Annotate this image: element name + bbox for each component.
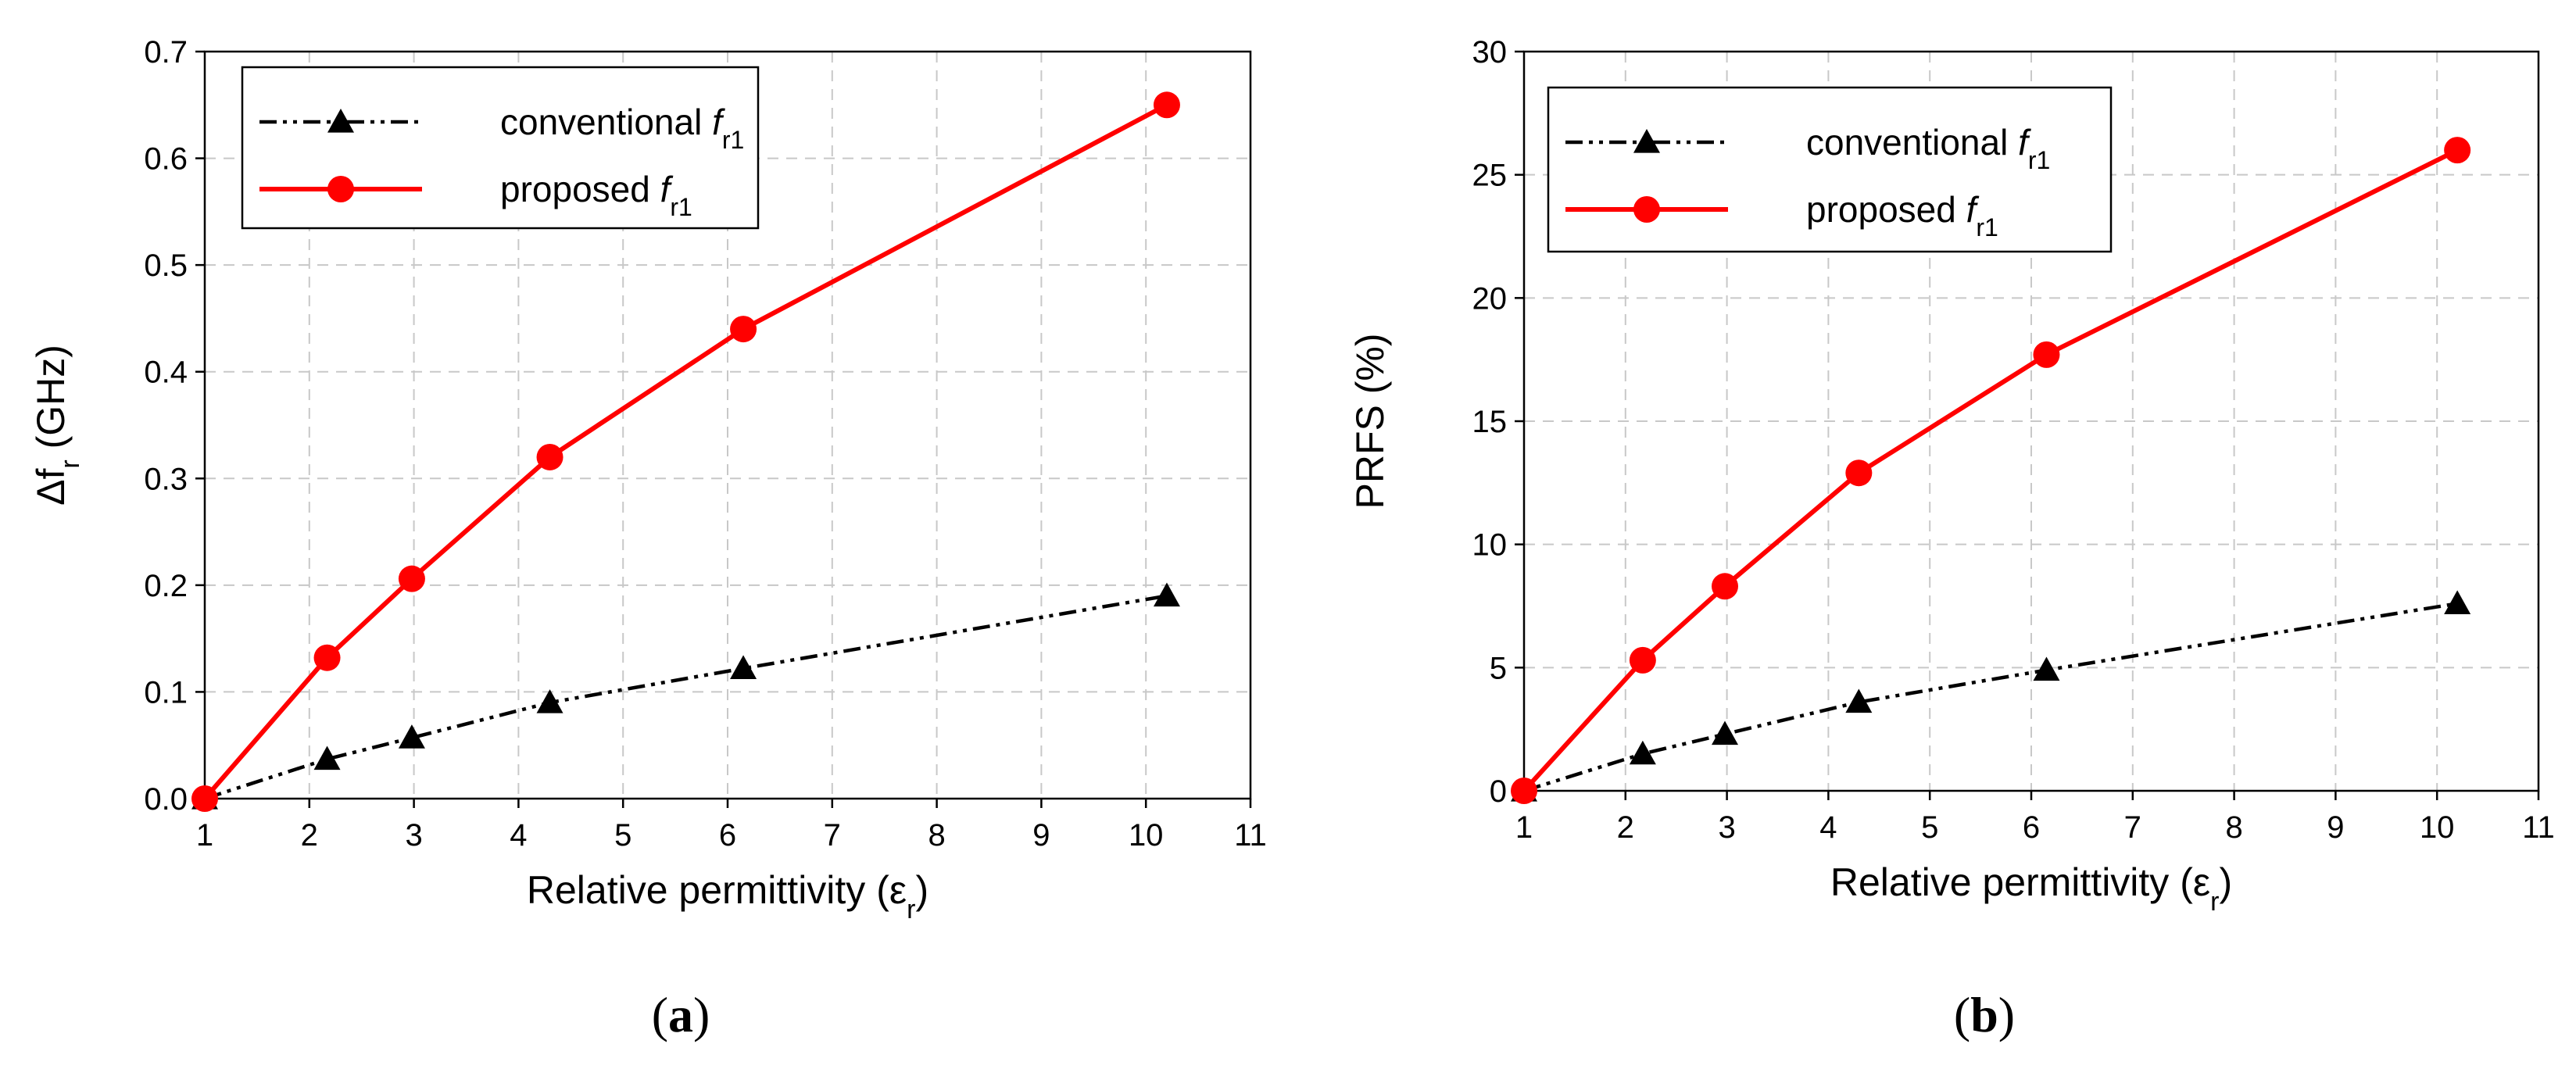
y-tick-label: 0.1: [144, 675, 188, 710]
x-tick-label: 11: [1234, 818, 1267, 853]
x-tick-label: 6: [2023, 810, 2040, 845]
x-axis-title: Relative permittivity (εr): [527, 868, 928, 924]
series-line: [204, 594, 1168, 801]
y-tick-label: 0.2: [144, 569, 188, 603]
x-tick-label: 8: [2225, 810, 2242, 845]
x-tick-label: 5: [1921, 810, 1938, 845]
y-tick-label: 5: [1490, 651, 1507, 685]
data-point: [1712, 573, 1739, 600]
data-point: [730, 316, 757, 343]
x-tick-label: 8: [928, 818, 945, 853]
y-tick-label: 0.7: [144, 35, 188, 70]
x-tick-label: 6: [719, 818, 736, 853]
series-line: [1522, 148, 2459, 793]
series-triangle: [1511, 590, 2471, 802]
legend-box: [241, 66, 760, 230]
legend-marker: [327, 109, 354, 133]
x-tick-label: 3: [1718, 810, 1735, 845]
data-point: [2444, 590, 2471, 614]
y-tick-label: 20: [1472, 281, 1508, 316]
y-tick-label: 0.4: [144, 356, 188, 390]
legend-marker: [327, 176, 354, 202]
y-tick-label: 30: [1472, 35, 1508, 70]
data-point: [398, 724, 425, 749]
data-point: [1629, 646, 1656, 674]
x-tick-label: 10: [2420, 810, 2455, 845]
data-point: [2033, 341, 2060, 368]
chart-a: 1 2 3 4 5 6 7 8 9 10 11 0.0 0.1 0.2 0.3 0.4 0.5 0.6 0.7 Rel…: [29, 35, 1267, 1042]
y-tick-label: 15: [1472, 405, 1508, 439]
data-point: [536, 689, 564, 713]
legend-marker: [1633, 129, 1660, 153]
y-axis-title: PRFS (%): [1348, 334, 1392, 509]
y-tick-label: 0.0: [144, 782, 188, 817]
data-point: [1629, 740, 1656, 765]
x-tick-label: 1: [1515, 810, 1533, 845]
series-circle: [191, 91, 1180, 812]
legend-label: conventional fr1: [500, 102, 744, 154]
x-tick-label: 2: [1617, 810, 1634, 845]
y-axis-title: Δfr (GHz): [29, 345, 85, 506]
x-axis-title: Relative permittivity (εr): [1830, 860, 2232, 917]
grid: [205, 52, 1250, 799]
series-circle: [1511, 137, 2471, 804]
data-point: [191, 785, 218, 812]
x-tick-label: 11: [2522, 810, 2555, 845]
legend: conventional fr1 proposed fr1: [1547, 86, 2113, 253]
data-point: [313, 644, 341, 671]
legend-label: proposed fr1: [1806, 189, 1998, 241]
x-tick-label: 7: [824, 818, 841, 853]
x-tick-label: 9: [2327, 810, 2344, 845]
series-line: [1523, 602, 2458, 793]
data-point: [1511, 778, 1537, 804]
x-tick-label: 4: [1819, 810, 1837, 845]
x-tick-label: 7: [2124, 810, 2141, 845]
x-tick-label: 3: [405, 818, 422, 853]
x-tick-label: 9: [1032, 818, 1050, 853]
data-point: [1153, 91, 1180, 119]
data-point: [2033, 656, 2060, 681]
y-tick-label: 0.5: [144, 248, 188, 283]
data-point: [1153, 582, 1180, 607]
data-point: [313, 745, 341, 770]
data-point: [398, 565, 425, 592]
y-tick-label: 0.3: [144, 462, 188, 496]
x-tick-label: 2: [301, 818, 318, 853]
x-tick-label: 5: [614, 818, 631, 853]
y-tick-label: 10: [1472, 528, 1508, 563]
legend-label: conventional fr1: [1806, 122, 2050, 174]
series-triangle: [191, 582, 1180, 810]
legend-box: [1547, 86, 2113, 253]
legend-marker: [1633, 196, 1660, 223]
data-point: [1845, 688, 1873, 713]
legend: conventional fr1 proposed fr1: [241, 66, 760, 230]
y-tick-label: 0: [1490, 774, 1507, 809]
legend-label: proposed fr1: [500, 169, 692, 221]
series-line: [202, 102, 1168, 800]
y-tick-label: 25: [1472, 159, 1508, 193]
chart-b: 1 2 3 4 5 6 7 8 9 10 11 0 5 10 15 20 25 30 Relative permit…: [1348, 35, 2555, 1042]
data-point: [2444, 137, 2471, 164]
data-point: [1845, 459, 1873, 487]
panel-label: (a): [652, 987, 710, 1042]
y-tick-label: 0.6: [144, 142, 188, 177]
x-tick-label: 4: [510, 818, 527, 853]
x-tick-label: 1: [196, 818, 213, 853]
data-point: [536, 443, 564, 470]
x-tick-label: 10: [1129, 818, 1164, 853]
data-point: [1712, 720, 1739, 745]
data-point: [730, 655, 757, 679]
panel-label: (b): [1954, 987, 2015, 1042]
